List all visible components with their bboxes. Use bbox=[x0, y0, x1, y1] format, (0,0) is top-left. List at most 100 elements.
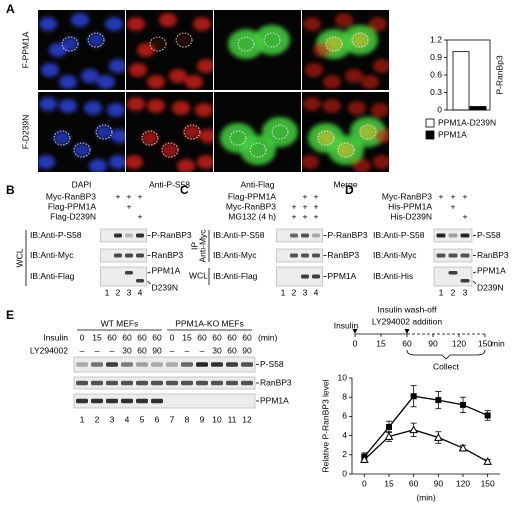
lane-number: 8 bbox=[185, 414, 190, 424]
y-tick-label: 1.2 bbox=[430, 34, 442, 44]
y-axis-label: Relative P-RanBP3 level bbox=[320, 379, 330, 472]
nucleus bbox=[89, 159, 107, 172]
group-label: WT MEFs bbox=[101, 318, 139, 328]
cell-outline bbox=[95, 124, 113, 140]
cell-outline bbox=[61, 36, 79, 52]
cell-outline bbox=[175, 32, 193, 48]
flag-signal bbox=[262, 117, 298, 147]
blot-band bbox=[125, 253, 133, 258]
blot-band bbox=[125, 271, 133, 275]
blot-band bbox=[448, 253, 458, 258]
timeline-tick-label: 60 bbox=[402, 338, 412, 348]
y-tick-label: 0.6 bbox=[430, 69, 442, 79]
blot-band bbox=[106, 362, 118, 367]
blot-band bbox=[226, 380, 238, 386]
nucleus bbox=[111, 129, 125, 143]
condition-mark: + bbox=[292, 211, 297, 221]
band-label: PPM1A bbox=[477, 265, 506, 275]
timeline-tick-label: 90 bbox=[428, 338, 438, 348]
blot-band bbox=[290, 233, 298, 238]
antibody-label: IB:Anti-His bbox=[373, 271, 413, 281]
condition-mark: + bbox=[303, 201, 308, 211]
blot-band bbox=[460, 233, 470, 238]
condition-mark: + bbox=[451, 201, 456, 211]
nucleus bbox=[71, 13, 89, 27]
condition-mark: + bbox=[116, 191, 121, 201]
blot-band bbox=[312, 233, 320, 238]
signal bbox=[127, 13, 213, 89]
timeline-arrow bbox=[404, 329, 410, 334]
blot-band bbox=[76, 362, 88, 367]
blot-band bbox=[121, 398, 133, 404]
antibody-label: IB:Anti-P-S58 bbox=[213, 230, 265, 240]
blot-band bbox=[136, 362, 148, 367]
condition-mark: 60 bbox=[137, 332, 147, 342]
condition-mark: + bbox=[303, 191, 308, 201]
lane-number: 1 bbox=[439, 287, 444, 297]
cell-outline bbox=[161, 142, 179, 158]
legend-label: PPM1A-D239N bbox=[438, 117, 496, 127]
nucleus bbox=[353, 159, 371, 172]
lane-number: 4 bbox=[125, 414, 130, 424]
band-label: PPM1A bbox=[152, 265, 181, 275]
condition-mark: + bbox=[463, 211, 468, 221]
blot-band bbox=[448, 233, 458, 238]
panel-letter: A bbox=[6, 2, 15, 16]
y-tick-label: 8 bbox=[342, 391, 347, 401]
point bbox=[458, 443, 468, 452]
point bbox=[386, 423, 392, 430]
blot bbox=[100, 248, 147, 263]
collect-brace bbox=[406, 349, 486, 360]
condition-label: Myc-RanBP3 bbox=[382, 191, 432, 201]
timeline-label: Insulin wash-off bbox=[378, 304, 438, 314]
blot-band bbox=[448, 271, 458, 275]
band-label: P-S58 bbox=[477, 230, 501, 240]
timeline-label: Insulin bbox=[334, 320, 359, 330]
band-label: RanBP3 bbox=[328, 250, 360, 260]
signal bbox=[38, 97, 125, 172]
condition-mark: 60 bbox=[227, 345, 237, 355]
lane-number: 9 bbox=[200, 414, 205, 424]
antibody-label: IB:Anti-P-S58 bbox=[30, 230, 82, 240]
condition-mark: 30 bbox=[122, 345, 132, 355]
nucleus bbox=[197, 59, 213, 73]
blot-band bbox=[114, 233, 122, 238]
cell-outline bbox=[263, 32, 281, 48]
band-label: PPM1A bbox=[328, 271, 357, 281]
blot bbox=[73, 356, 256, 373]
point bbox=[483, 456, 493, 465]
nucleus bbox=[373, 59, 389, 73]
blot-band bbox=[91, 398, 103, 404]
nucleus bbox=[335, 13, 353, 27]
point bbox=[359, 455, 369, 463]
legend-swatch bbox=[425, 130, 435, 140]
blot bbox=[433, 228, 473, 243]
nucleus bbox=[195, 103, 213, 117]
cell-outline bbox=[141, 130, 159, 146]
nucleus bbox=[49, 43, 67, 57]
condition-label: LY294002 bbox=[30, 345, 68, 355]
y-tick-label: 0 bbox=[437, 104, 442, 114]
lane-number: 2 bbox=[451, 287, 456, 297]
blot-band bbox=[114, 253, 122, 258]
point bbox=[410, 393, 417, 400]
label-tick bbox=[147, 271, 151, 274]
nucleus bbox=[62, 37, 78, 51]
condition-mark: 30 bbox=[212, 345, 222, 355]
condition-mark: – bbox=[185, 345, 190, 355]
unit-label: (min) bbox=[258, 332, 278, 342]
condition-mark: + bbox=[314, 191, 319, 201]
blot-band bbox=[106, 398, 118, 404]
blot-band bbox=[136, 279, 144, 283]
condition-mark: + bbox=[439, 191, 444, 201]
blot-band bbox=[136, 233, 144, 238]
legend-label: PPM1A bbox=[438, 129, 467, 139]
condition-label: Flag-PPM1A bbox=[48, 201, 97, 211]
row-label: F-D239N bbox=[20, 115, 30, 149]
nucleus bbox=[162, 143, 178, 157]
condition-mark: 60 bbox=[137, 345, 147, 355]
label-tick bbox=[472, 271, 477, 274]
point bbox=[435, 397, 442, 404]
nucleus bbox=[373, 155, 389, 169]
